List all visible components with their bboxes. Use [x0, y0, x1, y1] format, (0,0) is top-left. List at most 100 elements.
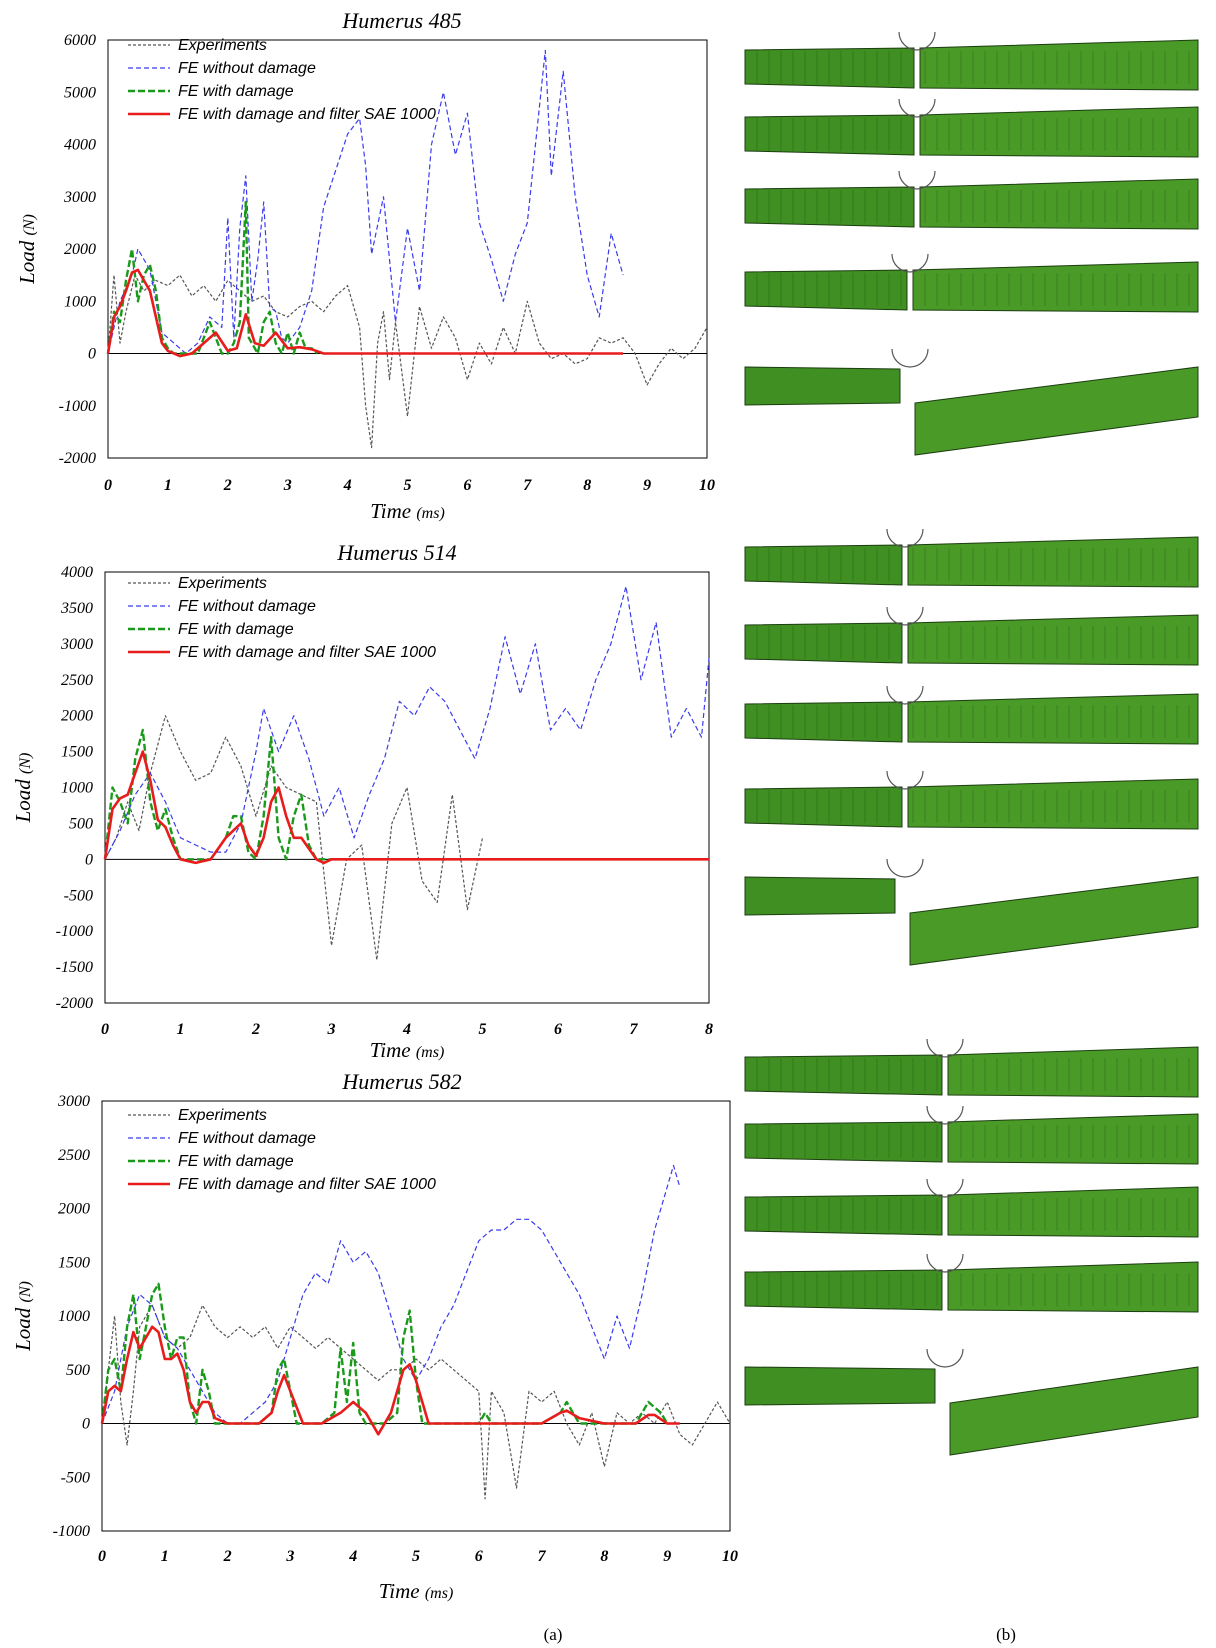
x-axis-label: Time (ms) — [379, 1579, 454, 1603]
bone-segment-right — [912, 261, 1199, 313]
bone-segment-right — [909, 876, 1199, 966]
mesh-snapshot — [744, 606, 1199, 666]
chart-title: Humerus 582 — [341, 1069, 461, 1094]
x-tick-label: 1 — [164, 477, 172, 494]
y-tick-label: 1000 — [64, 293, 96, 310]
y-tick-label: 1000 — [61, 780, 93, 797]
bone-segment-left — [744, 544, 903, 586]
bone-segment-right — [947, 1186, 1199, 1238]
y-axis-label: Load (N) — [11, 753, 35, 824]
mesh-snapshot — [744, 1178, 1199, 1238]
y-tick-label: 4000 — [64, 137, 96, 154]
series-line-3 — [106, 200, 319, 355]
bone-segment-right — [947, 1046, 1199, 1098]
series-line-4 — [106, 268, 624, 358]
series-line-1 — [107, 274, 708, 449]
legend-label: FE with damage and filter SAE 1000 — [178, 1176, 436, 1193]
legend-label: FE with damage — [178, 621, 294, 638]
bone-segment-left — [744, 366, 901, 406]
bone-segment-left — [744, 1269, 943, 1311]
bone-segment-right — [907, 614, 1199, 666]
x-tick-label: 3 — [327, 1021, 336, 1038]
bone-segment-left — [744, 1366, 936, 1406]
legend-label: FE with damage and filter SAE 1000 — [178, 644, 436, 661]
mesh-snapshot — [744, 528, 1199, 588]
mesh-snapshot — [744, 253, 1199, 313]
x-tick-label: 8 — [583, 477, 591, 494]
x-tick-label: 3 — [285, 1548, 294, 1565]
series-line-4 — [100, 1325, 680, 1436]
impactor-arc — [886, 606, 924, 626]
impactor-arc — [898, 98, 936, 118]
series-line-2 — [104, 585, 710, 860]
x-tick-label: 7 — [538, 1548, 547, 1565]
impactor-arc — [926, 1105, 964, 1125]
impactor-arc — [886, 770, 924, 790]
y-tick-label: -1500 — [56, 959, 93, 976]
x-tick-label: 4 — [402, 1021, 411, 1038]
y-tick-label: 2000 — [64, 241, 96, 258]
y-tick-label: 0 — [85, 851, 93, 868]
panel-label-b: (b) — [996, 1625, 1016, 1644]
legend-label: FE without damage — [178, 60, 316, 77]
y-tick-label: 1500 — [58, 1254, 90, 1271]
x-tick-label: 5 — [404, 477, 412, 494]
impactor-arc — [886, 528, 924, 548]
x-tick-label: 7 — [523, 477, 532, 494]
y-tick-label: 2500 — [61, 672, 93, 689]
legend-label: FE with damage — [178, 83, 294, 100]
x-tick-label: 5 — [479, 1021, 487, 1038]
y-tick-label: 6000 — [64, 32, 96, 49]
bone-segment-right — [919, 106, 1199, 158]
y-tick-label: 3000 — [63, 189, 96, 206]
y-tick-label: -2000 — [59, 450, 96, 467]
chart-3: Humerus 582 -1000 -500 0 500 1000 1500 2000 2500… — [11, 1069, 738, 1603]
x-tick-label: 0 — [104, 477, 112, 494]
impactor-arc — [898, 170, 936, 190]
bone-segment-right — [919, 178, 1199, 230]
y-tick-label: 0 — [82, 1416, 90, 1433]
bone-segment-left — [744, 47, 915, 89]
y-tick-label: 1000 — [58, 1308, 90, 1325]
bone-segment-left — [744, 186, 915, 228]
x-tick-label: 6 — [554, 1021, 562, 1038]
y-tick-label: 500 — [69, 815, 93, 832]
impactor-arc — [926, 1348, 964, 1368]
panel-label-a: (a) — [544, 1625, 563, 1644]
plot-frame — [101, 1100, 731, 1532]
mesh-snapshot — [744, 685, 1199, 745]
y-tick-label: -500 — [64, 887, 93, 904]
chart-title: Humerus 485 — [341, 8, 461, 33]
y-tick-label: 3000 — [60, 636, 93, 653]
legend-label: Experiments — [178, 1107, 267, 1124]
legend-label: Experiments — [178, 575, 267, 592]
y-tick-label: 500 — [66, 1362, 90, 1379]
y-tick-label: 2000 — [61, 708, 93, 725]
x-axis-label: Time (ms) — [370, 1038, 445, 1062]
x-axis-label: Time (ms) — [370, 499, 445, 523]
chart-title: Humerus 514 — [336, 540, 456, 565]
x-tick-label: 5 — [412, 1548, 420, 1565]
y-tick-label: 1500 — [61, 744, 93, 761]
bone-segment-left — [744, 701, 903, 743]
impactor-arc — [926, 1178, 964, 1198]
impactor-arc — [886, 685, 924, 705]
chart-1: Humerus 485-2000-10000100020003000400050… — [15, 8, 715, 523]
bone-segment-right — [914, 366, 1199, 456]
impactor-arc — [891, 253, 929, 273]
impactor-arc — [886, 858, 924, 878]
mesh-snapshot — [744, 98, 1199, 158]
legend-label: FE with damage and filter SAE 1000 — [178, 106, 436, 123]
mesh-snapshot — [744, 1253, 1199, 1313]
x-tick-label: 1 — [177, 1021, 185, 1038]
mesh-snapshot — [744, 1038, 1199, 1098]
impactor-arc — [891, 348, 929, 368]
x-tick-label: 6 — [463, 477, 471, 494]
impactor-arc — [898, 31, 936, 51]
bone-segment-left — [744, 1121, 943, 1163]
bone-segment-right — [949, 1366, 1199, 1456]
y-tick-label: 3000 — [57, 1093, 90, 1110]
x-tick-label: 1 — [161, 1548, 169, 1565]
impactor-arc — [926, 1038, 964, 1058]
mesh-snapshot — [744, 770, 1199, 830]
